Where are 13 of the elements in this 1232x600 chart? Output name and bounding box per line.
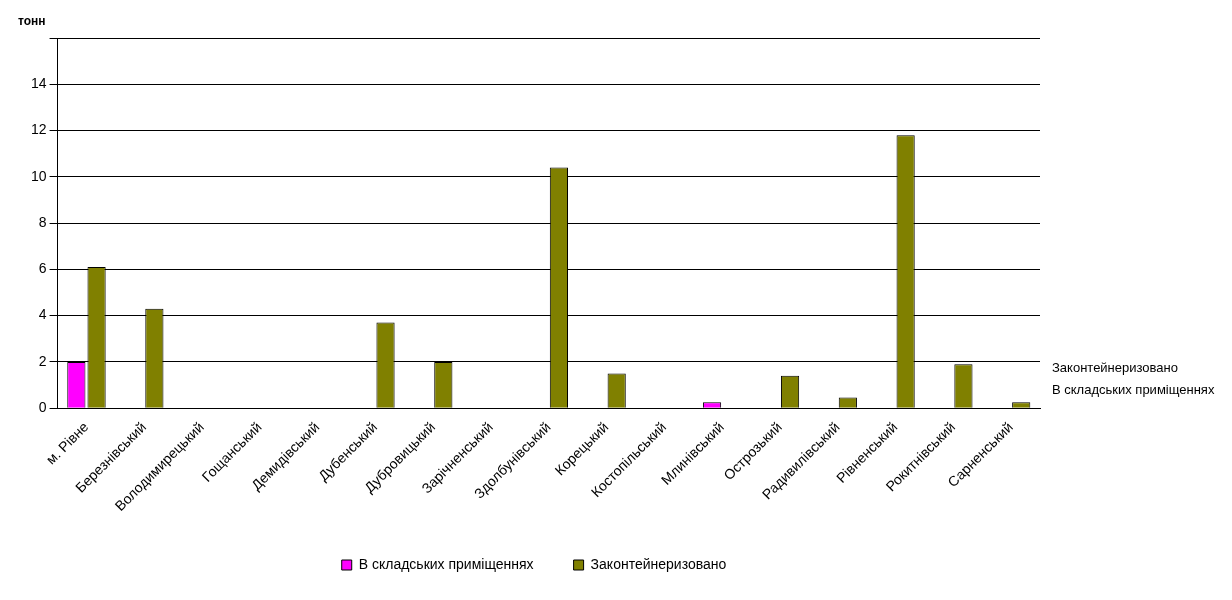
y-tick-label: 14	[30, 75, 47, 92]
y-tick-label: 4	[38, 306, 47, 323]
legend-label: Законтейнеризовано	[590, 555, 727, 572]
y-axis-title: тонн	[18, 14, 46, 29]
y-tick-label: 12	[30, 121, 47, 138]
y-tick-label: 8	[38, 213, 47, 230]
y-tick-label: 2	[38, 352, 47, 369]
y-tick-label: 10	[30, 167, 47, 184]
text: В складських приміщеннях	[1052, 381, 1215, 397]
y-tick-label: 6	[38, 260, 47, 277]
y-tick-label: 0	[38, 399, 47, 416]
text: Законтейнеризовано	[1052, 359, 1178, 375]
legend-label: В складських приміщеннях	[358, 555, 534, 572]
